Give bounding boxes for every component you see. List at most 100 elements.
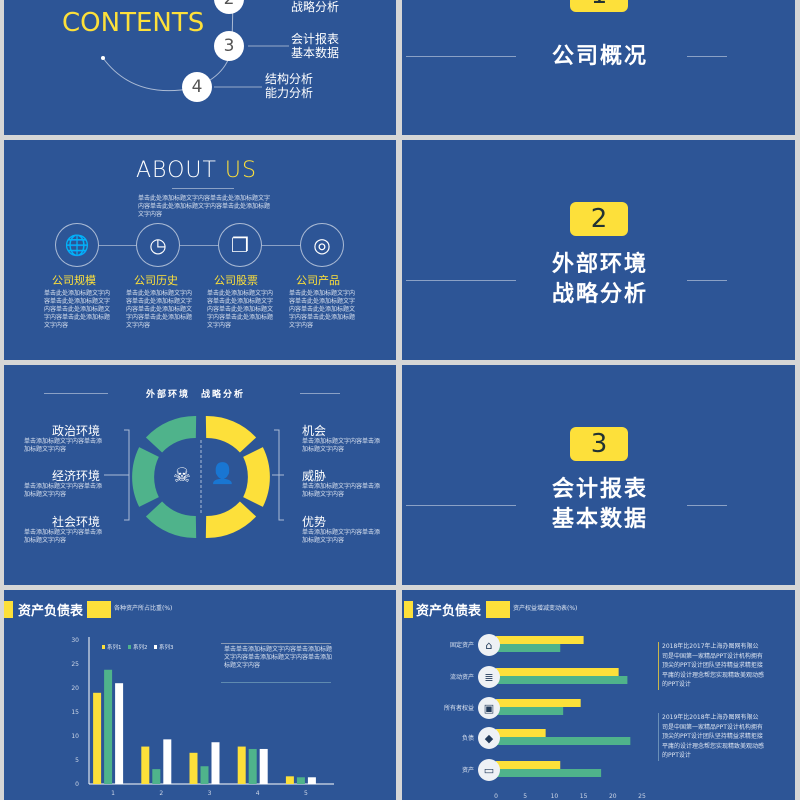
swot-desc: 单击添加标题文字内容单击添加标题文字内容 (24, 529, 103, 544)
divider-left (406, 56, 516, 57)
swot-right-label: 威胁 (302, 469, 327, 483)
bar-series-2 (496, 707, 564, 715)
x-tick-label: 10 (551, 793, 559, 800)
chart-note: 2018年比2017年上海办图网有限公司是中国第一家精品PPT设计机构拥有顶尖的… (658, 642, 764, 690)
category-label: 固定资产 (450, 641, 474, 649)
bar-1 (189, 752, 198, 784)
tag-icon (478, 727, 500, 749)
category-label: 流动资产 (450, 673, 474, 681)
about-desc: 单击此处添加标题文字内容单击此处添加标题文字内容单击此处添加标题文字内容单击此处… (138, 195, 271, 218)
bar-series-1 (496, 636, 584, 644)
swot-left-label: 经济环境 (52, 469, 101, 483)
database-icon-glyph: ≣ (484, 671, 493, 684)
contents-label: 基本数据 (291, 46, 340, 60)
section-title: 公司概况 (551, 44, 648, 69)
slide-bar-chart[interactable]: 资产负债表 各种资产所占比重(%) 单击单击添加标题文字内容单击添加标题文字内容… (4, 590, 396, 800)
legend-label: 系列2 (133, 643, 148, 651)
contents-item-4[interactable]: 结构分析 能力分析 (265, 72, 313, 100)
hbar-chart: ⌂ 固定资产 ≣ 流动资产 ▣ 所有者权益 ◆ 负债 ▭ 资产 0 5 10 15 20 25 (444, 634, 646, 800)
lifebuoy-icon: ◎ (300, 223, 344, 267)
y-tick-label: 30 (71, 637, 79, 644)
contents-label: 结构分析 (265, 72, 314, 86)
contents-number-3: 3 (214, 31, 244, 61)
divider-right (687, 505, 727, 506)
legend-swatch (154, 645, 157, 649)
bar-2 (152, 769, 161, 784)
section-title-line2: 基本数据 (551, 507, 648, 532)
house-icon-glyph: ⌂ (486, 639, 493, 652)
swot-title: 外部环境 战略分析 (146, 390, 246, 400)
y-tick-label: 10 (71, 733, 79, 740)
bar-3 (307, 777, 316, 784)
card-icon-glyph: ▭ (484, 764, 494, 777)
x-tick-label: 2 (159, 790, 163, 797)
database-icon (478, 666, 500, 688)
legend-label: 系列3 (159, 643, 174, 651)
connector-line (74, 245, 334, 246)
bar-2 (296, 777, 305, 784)
category-label: 资产 (462, 766, 474, 774)
slide-section-2[interactable]: 2 外部环境 战略分析 (402, 140, 795, 360)
swot-left-label: 政治环境 (52, 424, 101, 438)
bar-series-1 (496, 761, 561, 769)
bar-2 (200, 766, 209, 784)
globe-icon: 🌐 (55, 223, 99, 267)
slide-title: 资产负债表 (416, 604, 482, 619)
legend-swatch (102, 645, 105, 649)
section-number-badge: 3 (570, 427, 628, 461)
divider-left (406, 280, 516, 281)
swot-left-label: 社会环境 (52, 515, 101, 529)
bar-1 (93, 692, 102, 784)
swot-desc: 单击添加标题文字内容单击添加标题文字内容 (302, 529, 381, 544)
about-item-label: 公司历史 (134, 274, 178, 287)
bar-3 (115, 683, 124, 784)
bar-1 (285, 776, 294, 784)
skull-icon: ☠ (173, 463, 191, 487)
bar-2 (248, 748, 257, 784)
x-tick-label: 5 (304, 790, 308, 797)
about-item-desc: 单击此处添加标题文字内容单击此处添加标题文字内容单击此处添加标题文字内容单击此处… (207, 290, 274, 329)
swot-desc: 单击添加标题文字内容单击添加标题文字内容 (302, 438, 381, 453)
swot-desc: 单击添加标题文字内容单击添加标题文字内容 (302, 483, 381, 498)
swot-ring (104, 416, 284, 538)
chart-note: 单击单击添加标题文字内容单击添加标题文字内容单击添加标题文字内容单击添加标题文字… (224, 646, 333, 669)
slide-about-us[interactable]: ABOUT US 单击此处添加标题文字内容单击此处添加标题文字内容单击此处添加标… (4, 140, 396, 360)
bar-3 (211, 742, 220, 784)
legend-label: 系列1 (107, 643, 122, 651)
bar-2 (104, 669, 113, 784)
bar-series-2 (496, 644, 561, 652)
divider-right (300, 393, 340, 394)
box-icon-glyph: ▣ (484, 702, 494, 715)
slide-swot[interactable]: 外部环境 战略分析 ☠ 👤 政治环境 经济环境 社会环境 单击添加标题文字内容单… (4, 365, 396, 585)
slide-section-3[interactable]: 3 会计报表 基本数据 (402, 365, 795, 585)
category-label: 所有者权益 (444, 704, 474, 712)
bar-series-2 (496, 737, 631, 745)
bar-series-1 (496, 729, 546, 737)
title-underline (172, 188, 234, 189)
slide-hbar-chart[interactable]: 资产负债表 资产权益增减变动表(%) 2018年比2017年上海办图网有限公司是… (402, 590, 795, 800)
contents-label: 战略分析 (291, 0, 340, 14)
y-tick-label: 0 (75, 781, 79, 788)
section-title-line1: 外部环境 (551, 252, 648, 277)
clock-icon: ◷ (136, 223, 180, 267)
x-tick-label: 20 (609, 793, 617, 800)
header-bar (87, 601, 111, 618)
category-label: 负债 (462, 734, 474, 742)
about-item-desc: 单击此处添加标题文字内容单击此处添加标题文字内容单击此处添加标题文字内容单击此处… (126, 290, 193, 329)
contents-item-2[interactable]: 战略分析 (291, 0, 339, 14)
contents-number-4: 4 (182, 72, 212, 102)
contents-arc (101, 0, 289, 92)
about-item-desc: 单击此处添加标题文字内容单击此处添加标题文字内容单击此处添加标题文字内容单击此处… (289, 290, 356, 329)
bar-series-2 (496, 769, 602, 777)
slide-title: 资产负债表 (18, 604, 84, 619)
user-icon: 👤 (210, 461, 235, 485)
swot-desc: 单击添加标题文字内容单击添加标题文字内容 (24, 483, 103, 498)
chart-note: 2019年比2018年上海办图网有限公司是中国第一家精品PPT设计机构拥有顶尖的… (658, 713, 764, 761)
contents-item-3[interactable]: 会计报表 基本数据 (291, 32, 339, 60)
x-tick-label: 1 (111, 790, 115, 797)
bar-1 (141, 746, 150, 784)
swot-right-label: 机会 (302, 424, 327, 438)
y-tick-label: 5 (75, 757, 79, 764)
slide-section-1[interactable]: 1 公司概况 (402, 0, 795, 135)
